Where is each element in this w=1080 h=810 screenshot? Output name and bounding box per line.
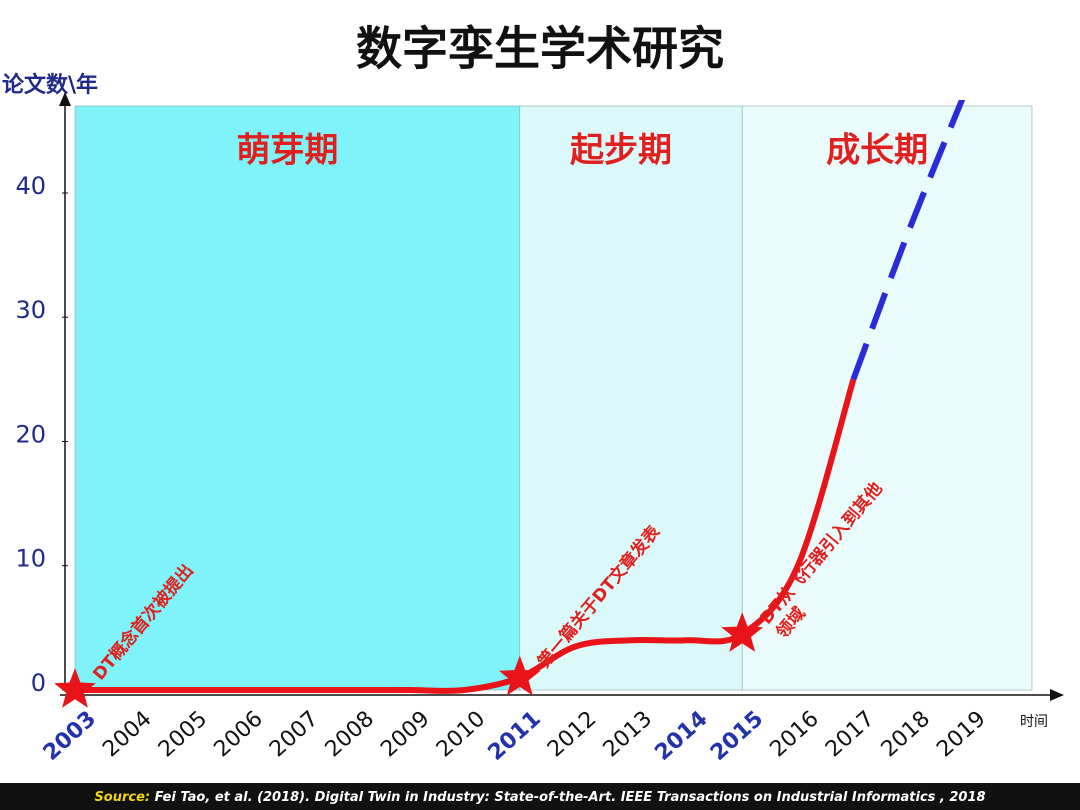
x-axis-label: 时间 [1020,714,1048,730]
y-axis-label: 论文数\年 [2,72,98,98]
phase-band [741,105,1033,691]
source-text: Fei Tao, et al. (2018). Digital Twin in … [150,790,985,805]
title: 数字孪生学术研究 [356,22,724,76]
phase-label: 起步期 [570,131,672,171]
milestone-star [498,655,541,696]
milestone-star [721,612,764,652]
phase-band [74,105,521,691]
source-label: Source: [94,790,150,805]
y-tick-label: 10 [15,545,46,573]
series-line [850,100,966,381]
series-line [74,378,857,694]
y-tick-label: 30 [15,296,46,324]
source: Source: Fei Tao, et al. (2018). Digital … [94,790,985,805]
x-axis-arrow [1050,689,1064,701]
y-axis-arrow [59,92,71,106]
y-tick-label: 0 [31,669,46,697]
y-tick-label: 20 [15,420,46,448]
source-bar [0,783,1080,810]
y-tick-label: 40 [15,172,46,200]
phase-label: 萌芽期 [236,131,338,171]
phase-label: 成长期 [826,131,928,171]
milestone-star [54,668,96,708]
phase-band [519,105,743,691]
